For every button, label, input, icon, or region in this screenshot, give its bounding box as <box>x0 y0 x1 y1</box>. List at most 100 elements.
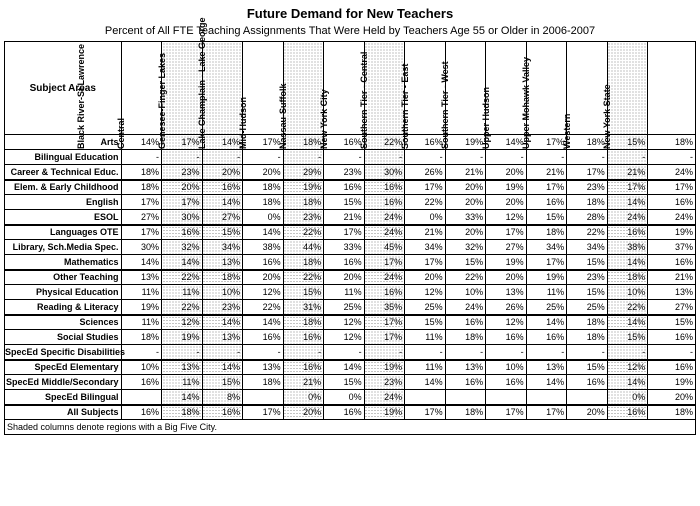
cell: 16% <box>364 180 405 195</box>
cell: 22% <box>162 270 203 285</box>
cell: 26% <box>405 165 446 180</box>
cell: 20% <box>567 405 608 420</box>
row-label: English <box>5 195 122 210</box>
cell: 18% <box>121 180 162 195</box>
row-label: SpecEd Elementary <box>5 360 122 375</box>
cell: 22% <box>445 270 486 285</box>
row-label: Library, Sch.Media Spec. <box>5 240 122 255</box>
cell: 22% <box>162 300 203 315</box>
cell: 24% <box>607 210 648 225</box>
cell: 24% <box>364 225 405 240</box>
cell: 11% <box>405 330 446 345</box>
cell: - <box>567 345 608 360</box>
cell: 16% <box>324 255 365 270</box>
cell: 12% <box>243 285 284 300</box>
cell: - <box>405 150 446 165</box>
row-label: SpecEd Specific Disabilities <box>5 345 122 360</box>
cell: 45% <box>364 240 405 255</box>
cell: - <box>283 345 324 360</box>
row-label: Reading & Literacy <box>5 300 122 315</box>
cell: 20% <box>445 225 486 240</box>
cell: 12% <box>486 210 527 225</box>
cell: 22% <box>243 300 284 315</box>
cell: 16% <box>324 180 365 195</box>
subtitle: Percent of All FTE Teaching Assignments … <box>4 25 696 37</box>
cell: - <box>567 150 608 165</box>
cell: - <box>405 345 446 360</box>
cell: 33% <box>445 210 486 225</box>
cell: 14% <box>405 375 446 390</box>
cell: 17% <box>243 405 284 420</box>
cell <box>121 390 162 405</box>
cell: 13% <box>202 255 243 270</box>
row-label: Sciences <box>5 315 122 330</box>
cell: 16% <box>324 405 365 420</box>
cell: 17% <box>486 225 527 240</box>
cell <box>445 390 486 405</box>
cell: 19% <box>526 270 567 285</box>
cell: 21% <box>283 375 324 390</box>
cell: 17% <box>364 255 405 270</box>
cell: - <box>607 345 648 360</box>
cell: 17% <box>324 225 365 240</box>
cell: 20% <box>405 270 446 285</box>
cell: 19% <box>162 330 203 345</box>
row-label: Physical Education <box>5 285 122 300</box>
cell: 0% <box>405 210 446 225</box>
cell: 18% <box>567 195 608 210</box>
cell: 0% <box>243 210 284 225</box>
cell: 16% <box>486 375 527 390</box>
cell: 25% <box>405 300 446 315</box>
cell: - <box>243 150 284 165</box>
cell: 15% <box>526 210 567 225</box>
cell: 17% <box>607 180 648 195</box>
cell: 15% <box>202 375 243 390</box>
cell: - <box>243 345 284 360</box>
cell <box>486 390 527 405</box>
cell <box>526 390 567 405</box>
cell: 16% <box>648 330 696 345</box>
cell: 27% <box>486 240 527 255</box>
cell: 18% <box>445 405 486 420</box>
cell: 12% <box>607 360 648 375</box>
cell: 14% <box>202 360 243 375</box>
cell: 17% <box>567 165 608 180</box>
row-label: Languages OTE <box>5 225 122 240</box>
cell: 22% <box>405 195 446 210</box>
cell: 16% <box>202 180 243 195</box>
cell: 18% <box>567 315 608 330</box>
cell: 14% <box>202 195 243 210</box>
cell: 8% <box>202 390 243 405</box>
cell: 16% <box>445 375 486 390</box>
cell: 22% <box>283 270 324 285</box>
cell: 13% <box>445 360 486 375</box>
cell: 18% <box>607 270 648 285</box>
cell: 21% <box>648 270 696 285</box>
cell: 20% <box>162 180 203 195</box>
cell: 13% <box>648 285 696 300</box>
cell: 13% <box>121 270 162 285</box>
cell: 17% <box>405 180 446 195</box>
cell: 13% <box>162 360 203 375</box>
cell: 34% <box>567 240 608 255</box>
cell: 24% <box>648 165 696 180</box>
row-label: Bilingual Education <box>5 150 122 165</box>
cell: 12% <box>162 315 203 330</box>
cell: 15% <box>567 255 608 270</box>
cell: 30% <box>364 165 405 180</box>
cell: 16% <box>202 405 243 420</box>
cell: 15% <box>648 315 696 330</box>
cell: 25% <box>324 300 365 315</box>
row-label: Career & Technical Educ. <box>5 165 122 180</box>
cell <box>567 390 608 405</box>
cell: 18% <box>648 135 696 150</box>
cell: - <box>486 150 527 165</box>
cell: 19% <box>364 405 405 420</box>
cell: 34% <box>526 240 567 255</box>
cell: 21% <box>405 225 446 240</box>
cell: 15% <box>202 225 243 240</box>
cell: 38% <box>243 240 284 255</box>
cell: 10% <box>607 285 648 300</box>
cell: 15% <box>324 375 365 390</box>
cell: 27% <box>121 210 162 225</box>
